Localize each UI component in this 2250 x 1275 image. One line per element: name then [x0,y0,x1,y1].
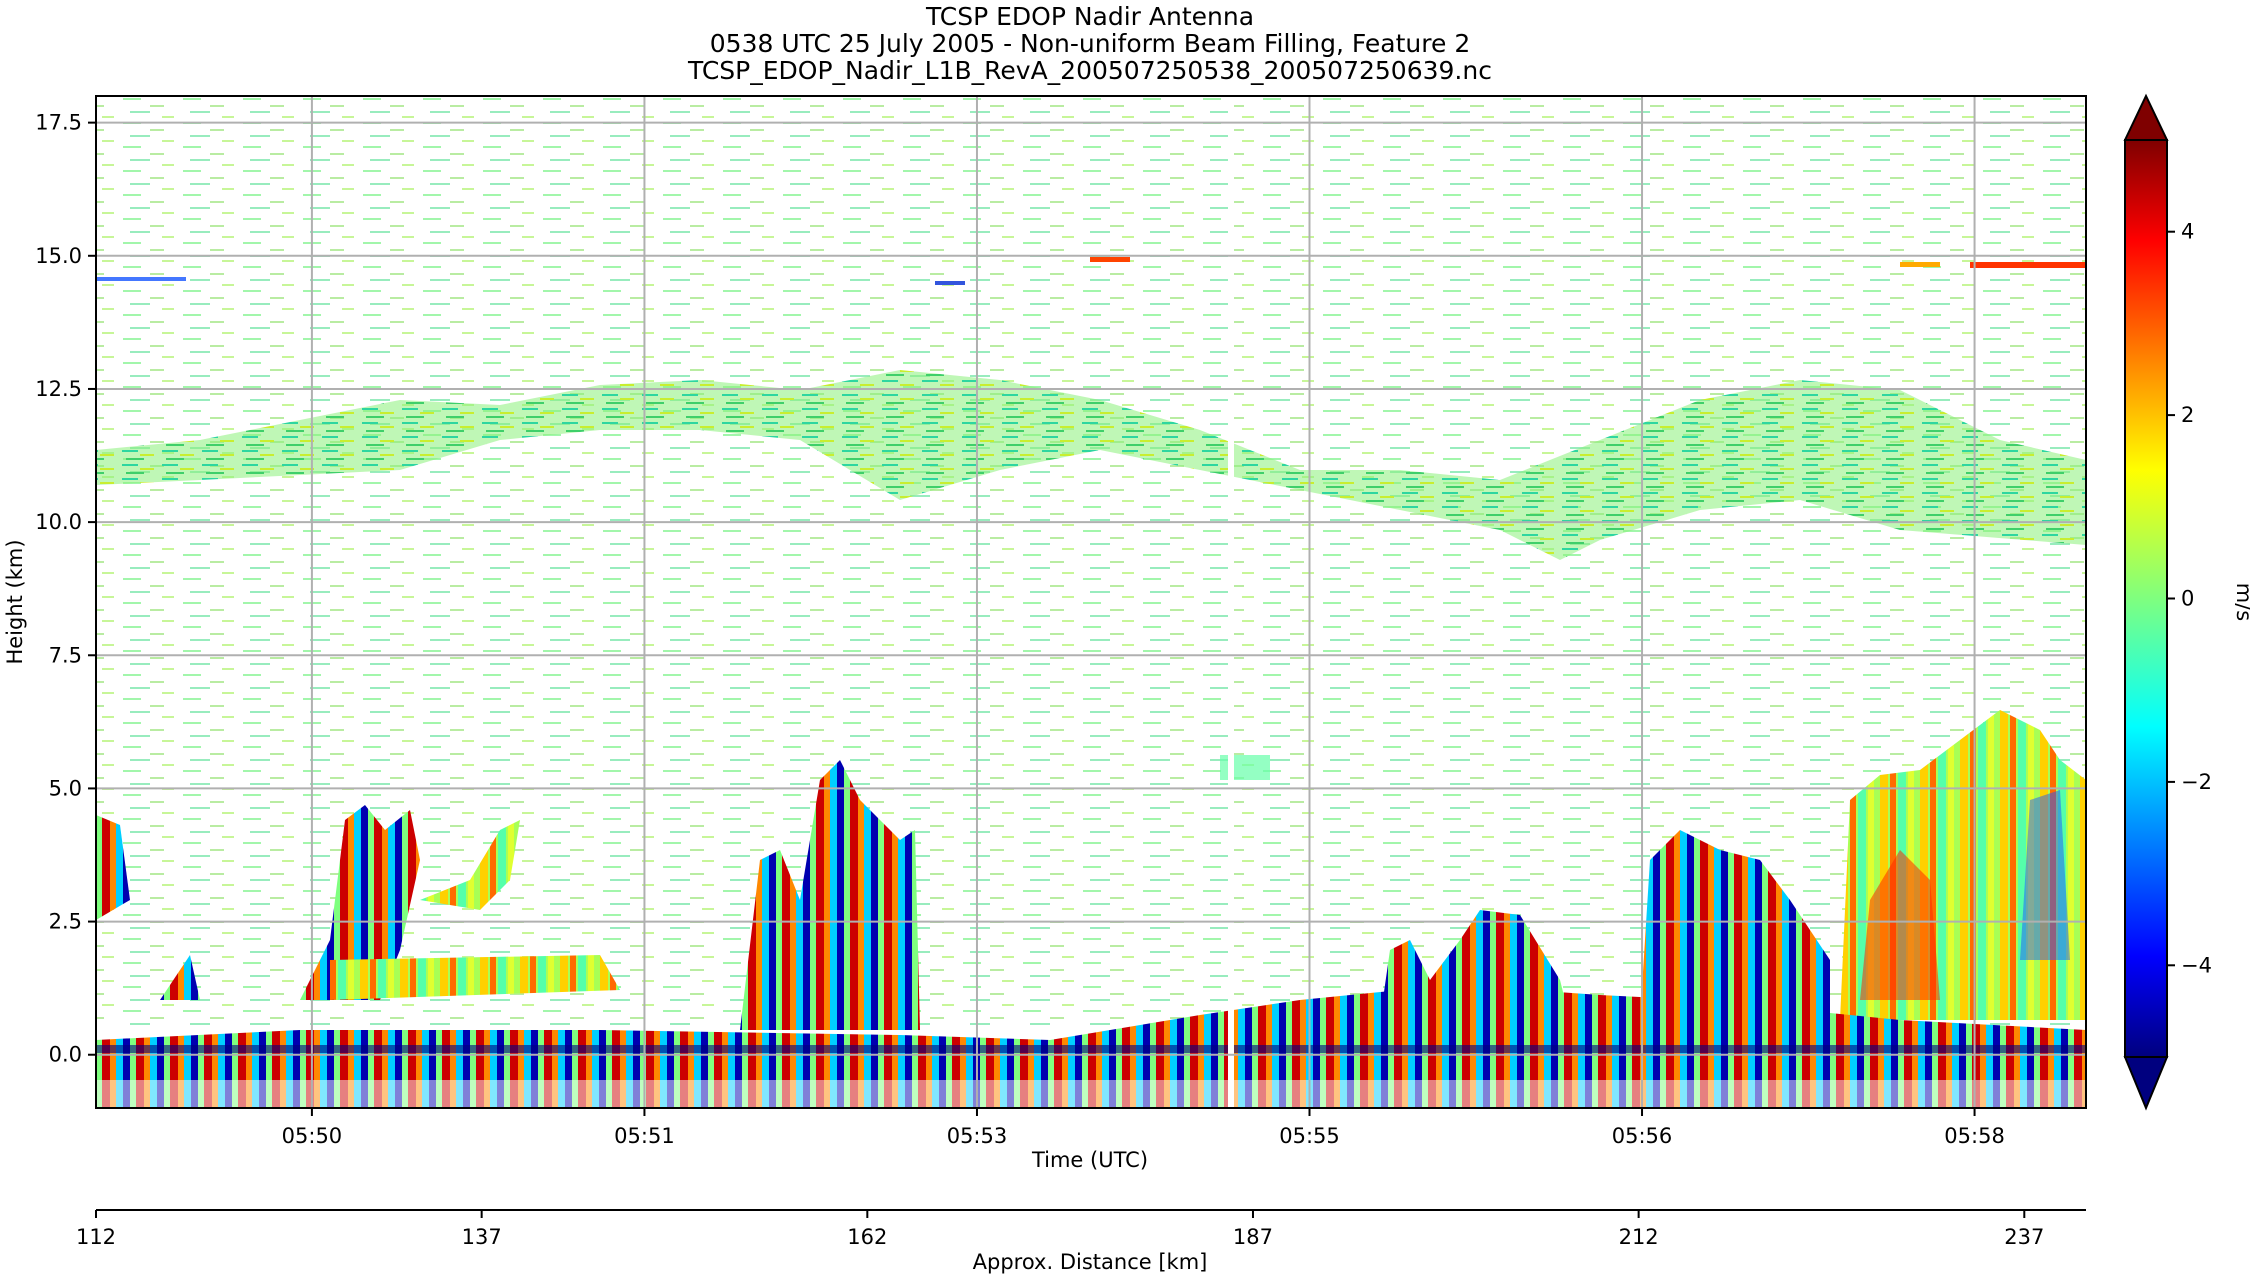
colorbar-tick-label: 2 [2181,403,2194,427]
chart-filename: TCSP_EDOP_Nadir_L1B_RevA_200507250538_20… [688,56,1492,85]
colorbar-tick-label: −2 [2181,770,2212,794]
y-tick-label: 5.0 [49,776,82,800]
colorbar-tick-label: 4 [2181,220,2194,244]
convective-tower-center [740,760,920,1030]
colorbar-tick-label: 0 [2181,587,2194,611]
radar-field [96,96,2086,1108]
distance-tick-label: 112 [76,1225,116,1249]
x-axis-label: Time (UTC) [1031,1148,1148,1172]
grid-lines [96,96,2086,1108]
colorbar: −4 −2 0 2 4 m/s [2123,93,2250,1111]
x-tick-label: 05:51 [614,1124,675,1148]
distance-axis-label: Approx. Distance [km] [973,1250,1208,1274]
colorbar-extend-min [2123,1056,2169,1111]
y-tick-label: 7.5 [49,643,82,667]
convective-cells-right [1640,830,1830,1020]
x-tick-label: 05:55 [1279,1124,1340,1148]
colorbar-extend-max [2123,93,2169,141]
x-tick-label: 05:53 [947,1124,1008,1148]
convective-cell-2 [300,805,420,1000]
distance-tick-label: 137 [462,1225,502,1249]
anvil-layer [96,370,2086,560]
y-tick-label: 17.5 [35,111,82,135]
y-axis: 0.0 2.5 5.0 7.5 10.0 12.5 15.0 17.5 [35,111,96,1067]
distance-axis: 112 137 162 187 212 237 [76,1210,2044,1249]
y-axis-label: Height (km) [3,539,27,664]
colorbar-gradient [2124,139,2168,1058]
chart-subtitle: 0538 UTC 25 July 2005 - Non-uniform Beam… [709,29,1471,58]
colorbar-tick-label: −4 [2181,953,2212,977]
x-axis: 05:50 05:51 05:53 05:55 05:56 05:58 [282,1108,2005,1148]
y-tick-label: 15.0 [35,244,82,268]
distance-tick-label: 237 [2004,1225,2044,1249]
y-tick-label: 12.5 [35,377,82,401]
colorbar-label: m/s [2232,583,2250,621]
distance-tick-label: 162 [847,1225,887,1249]
x-tick-label: 05:56 [1612,1124,1673,1148]
convective-cell-left [96,815,130,920]
plot-frame [95,95,2087,1109]
distance-tick-label: 187 [1233,1225,1273,1249]
x-tick-label: 05:50 [282,1124,343,1148]
chart-title: TCSP EDOP Nadir Antenna [925,2,1255,31]
y-tick-label: 2.5 [49,910,82,934]
x-tick-label: 05:58 [1944,1124,2005,1148]
distance-tick-label: 212 [1619,1225,1659,1249]
y-tick-label: 10.0 [35,510,82,534]
y-tick-label: 0.0 [49,1043,82,1067]
